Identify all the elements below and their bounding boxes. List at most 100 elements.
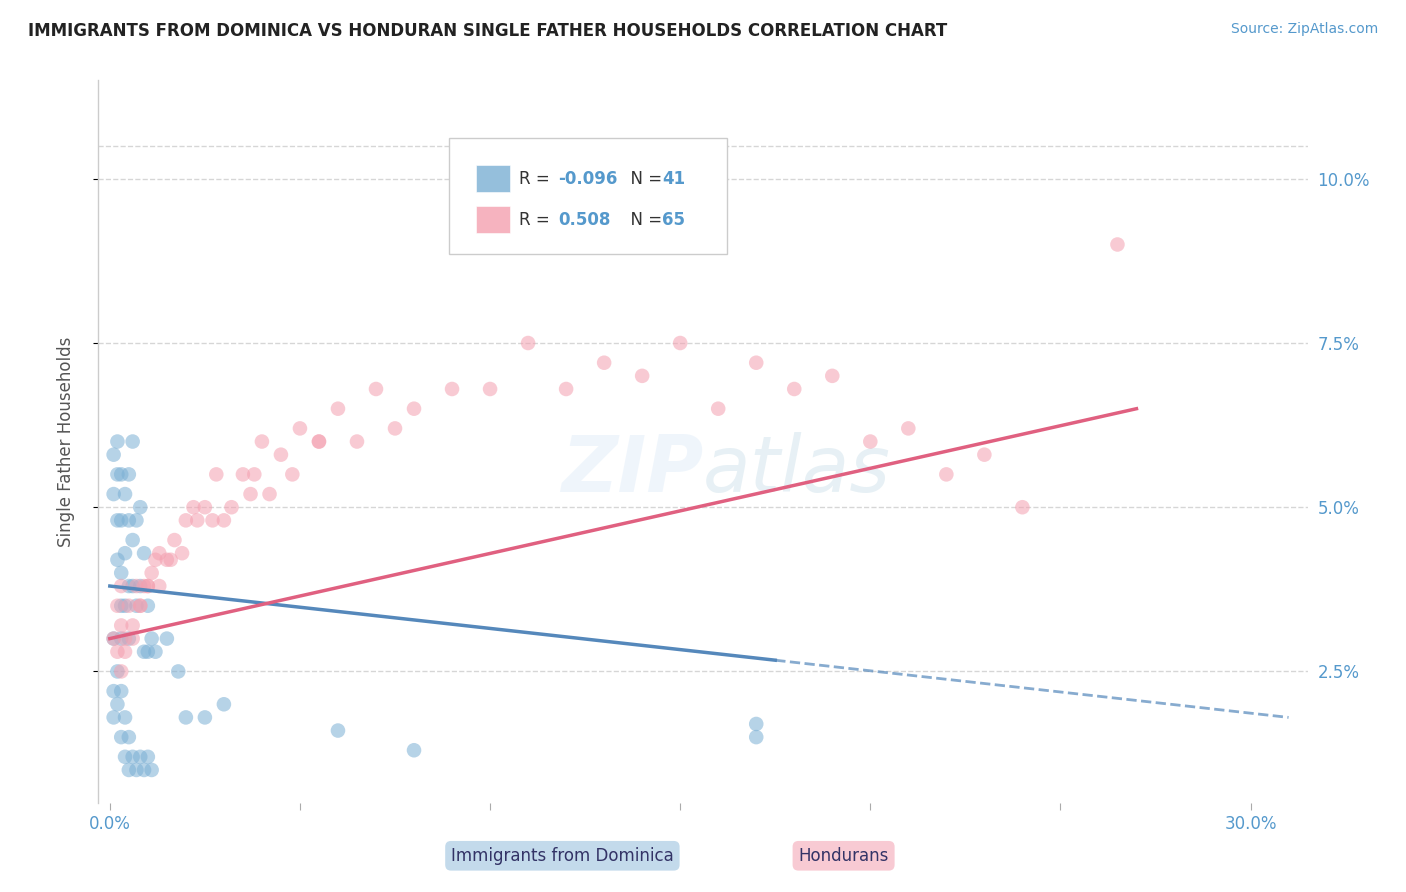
Point bbox=[107, 553, 129, 567]
Text: Immigrants from Dominica: Immigrants from Dominica bbox=[451, 847, 673, 864]
Point bbox=[232, 467, 254, 482]
Point bbox=[194, 500, 217, 515]
Point bbox=[121, 749, 143, 764]
Point bbox=[1011, 500, 1033, 515]
Point bbox=[243, 467, 266, 482]
Point bbox=[118, 599, 141, 613]
Point bbox=[110, 730, 132, 744]
Point bbox=[441, 382, 464, 396]
Point bbox=[110, 579, 132, 593]
Point bbox=[281, 467, 304, 482]
Point bbox=[132, 579, 155, 593]
Text: ZIP: ZIP bbox=[561, 433, 703, 508]
Point bbox=[125, 579, 148, 593]
Point bbox=[308, 434, 330, 449]
Point bbox=[170, 546, 193, 560]
Point bbox=[141, 763, 163, 777]
Point bbox=[107, 698, 129, 712]
Text: Hondurans: Hondurans bbox=[799, 847, 889, 864]
Point bbox=[125, 513, 148, 527]
Point bbox=[114, 710, 136, 724]
Point bbox=[114, 599, 136, 613]
Point bbox=[897, 421, 920, 435]
Point bbox=[103, 710, 125, 724]
FancyBboxPatch shape bbox=[449, 138, 727, 253]
Point bbox=[194, 710, 217, 724]
Point bbox=[239, 487, 262, 501]
Point bbox=[114, 749, 136, 764]
Point bbox=[136, 579, 159, 593]
Point bbox=[859, 434, 882, 449]
Text: N =: N = bbox=[620, 211, 666, 228]
Point bbox=[107, 513, 129, 527]
Point bbox=[631, 368, 654, 383]
Point bbox=[555, 382, 578, 396]
Point bbox=[212, 698, 235, 712]
Point bbox=[212, 513, 235, 527]
Point bbox=[183, 500, 205, 515]
Point bbox=[114, 645, 136, 659]
Point bbox=[129, 749, 152, 764]
Text: IMMIGRANTS FROM DOMINICA VS HONDURAN SINGLE FATHER HOUSEHOLDS CORRELATION CHART: IMMIGRANTS FROM DOMINICA VS HONDURAN SIN… bbox=[28, 22, 948, 40]
Point bbox=[121, 434, 143, 449]
Point bbox=[821, 368, 844, 383]
Point bbox=[156, 632, 179, 646]
Text: -0.096: -0.096 bbox=[558, 169, 617, 187]
Point bbox=[132, 763, 155, 777]
Point bbox=[308, 434, 330, 449]
Point bbox=[103, 632, 125, 646]
FancyBboxPatch shape bbox=[475, 165, 509, 193]
Text: 65: 65 bbox=[662, 211, 685, 228]
Point bbox=[129, 579, 152, 593]
Point bbox=[1107, 237, 1129, 252]
Point bbox=[118, 579, 141, 593]
Point bbox=[593, 356, 616, 370]
Point bbox=[205, 467, 228, 482]
Point bbox=[110, 467, 132, 482]
Y-axis label: Single Father Households: Single Father Households bbox=[56, 336, 75, 547]
Point bbox=[935, 467, 957, 482]
Point bbox=[118, 763, 141, 777]
Point bbox=[346, 434, 368, 449]
Point bbox=[186, 513, 208, 527]
Text: N =: N = bbox=[620, 169, 666, 187]
Point bbox=[270, 448, 292, 462]
Point bbox=[136, 749, 159, 764]
Point bbox=[745, 717, 768, 731]
Point bbox=[125, 599, 148, 613]
Point bbox=[402, 401, 425, 416]
Text: atlas: atlas bbox=[703, 433, 891, 508]
Point bbox=[148, 546, 170, 560]
Point bbox=[201, 513, 224, 527]
Point bbox=[107, 645, 129, 659]
Point bbox=[783, 382, 806, 396]
Point bbox=[103, 448, 125, 462]
Point bbox=[326, 723, 349, 738]
Point bbox=[107, 467, 129, 482]
Point bbox=[118, 467, 141, 482]
Point bbox=[364, 382, 387, 396]
Point bbox=[707, 401, 730, 416]
Point bbox=[107, 665, 129, 679]
Point bbox=[973, 448, 995, 462]
Point bbox=[110, 513, 132, 527]
Text: 41: 41 bbox=[662, 169, 685, 187]
Point bbox=[259, 487, 281, 501]
Text: R =: R = bbox=[519, 169, 555, 187]
Point bbox=[288, 421, 311, 435]
Text: 0.508: 0.508 bbox=[558, 211, 610, 228]
Point bbox=[110, 684, 132, 698]
Point bbox=[163, 533, 186, 547]
Point bbox=[132, 645, 155, 659]
Point bbox=[174, 710, 197, 724]
Point bbox=[118, 632, 141, 646]
Point bbox=[110, 566, 132, 580]
Point bbox=[384, 421, 406, 435]
Text: Source: ZipAtlas.com: Source: ZipAtlas.com bbox=[1230, 22, 1378, 37]
Point bbox=[326, 401, 349, 416]
Point bbox=[669, 336, 692, 351]
Point bbox=[107, 434, 129, 449]
Point bbox=[136, 645, 159, 659]
Point bbox=[114, 632, 136, 646]
Point bbox=[103, 632, 125, 646]
